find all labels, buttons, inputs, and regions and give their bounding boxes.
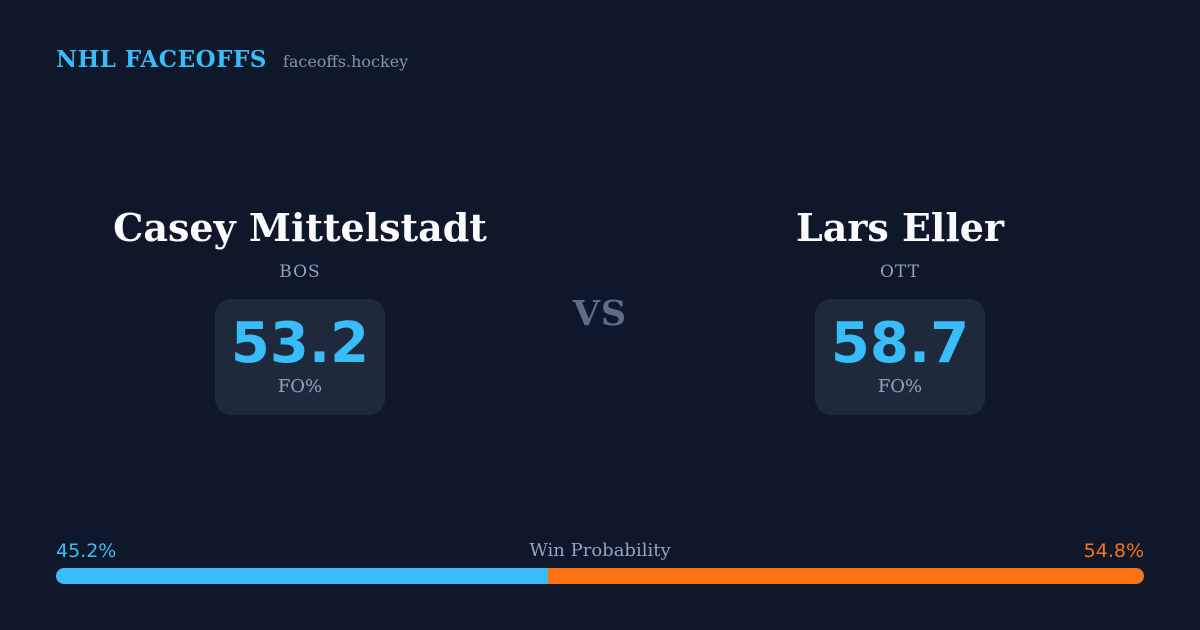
stat-label: FO% xyxy=(277,376,323,398)
brand-title: NHL FACEOFFS xyxy=(56,46,267,73)
win-probability-title: Win Probability xyxy=(529,540,671,561)
player-panel-left: Casey Mittelstadt BOS 53.2 FO% xyxy=(100,206,500,415)
player-name: Lars Eller xyxy=(795,205,1005,250)
stat-value: 58.7 xyxy=(830,311,970,377)
player-team: BOS xyxy=(279,261,321,282)
stat-value: 53.2 xyxy=(230,311,370,377)
vs-label: VS xyxy=(572,293,628,334)
win-probability-left-pct: 45.2% xyxy=(56,540,117,562)
win-probability-bar-right-segment xyxy=(547,568,1144,584)
win-probability-bar xyxy=(56,568,1144,584)
win-probability-labels: 45.2% Win Probability 54.8% xyxy=(56,540,1144,564)
site-url: faceoffs.hockey xyxy=(282,52,409,71)
win-probability-bar-left-segment xyxy=(56,568,548,584)
player-name: Casey Mittelstadt xyxy=(113,205,487,250)
header: NHL FACEOFFS faceoffs.hockey xyxy=(56,46,408,73)
stat-label: FO% xyxy=(877,376,923,398)
stat-box: 58.7 FO% xyxy=(815,298,985,415)
win-probability-right-pct: 54.8% xyxy=(1083,540,1144,562)
stat-box: 53.2 FO% xyxy=(215,298,385,415)
player-team: OTT xyxy=(880,261,920,282)
player-panel-right: Lars Eller OTT 58.7 FO% xyxy=(700,206,1100,415)
